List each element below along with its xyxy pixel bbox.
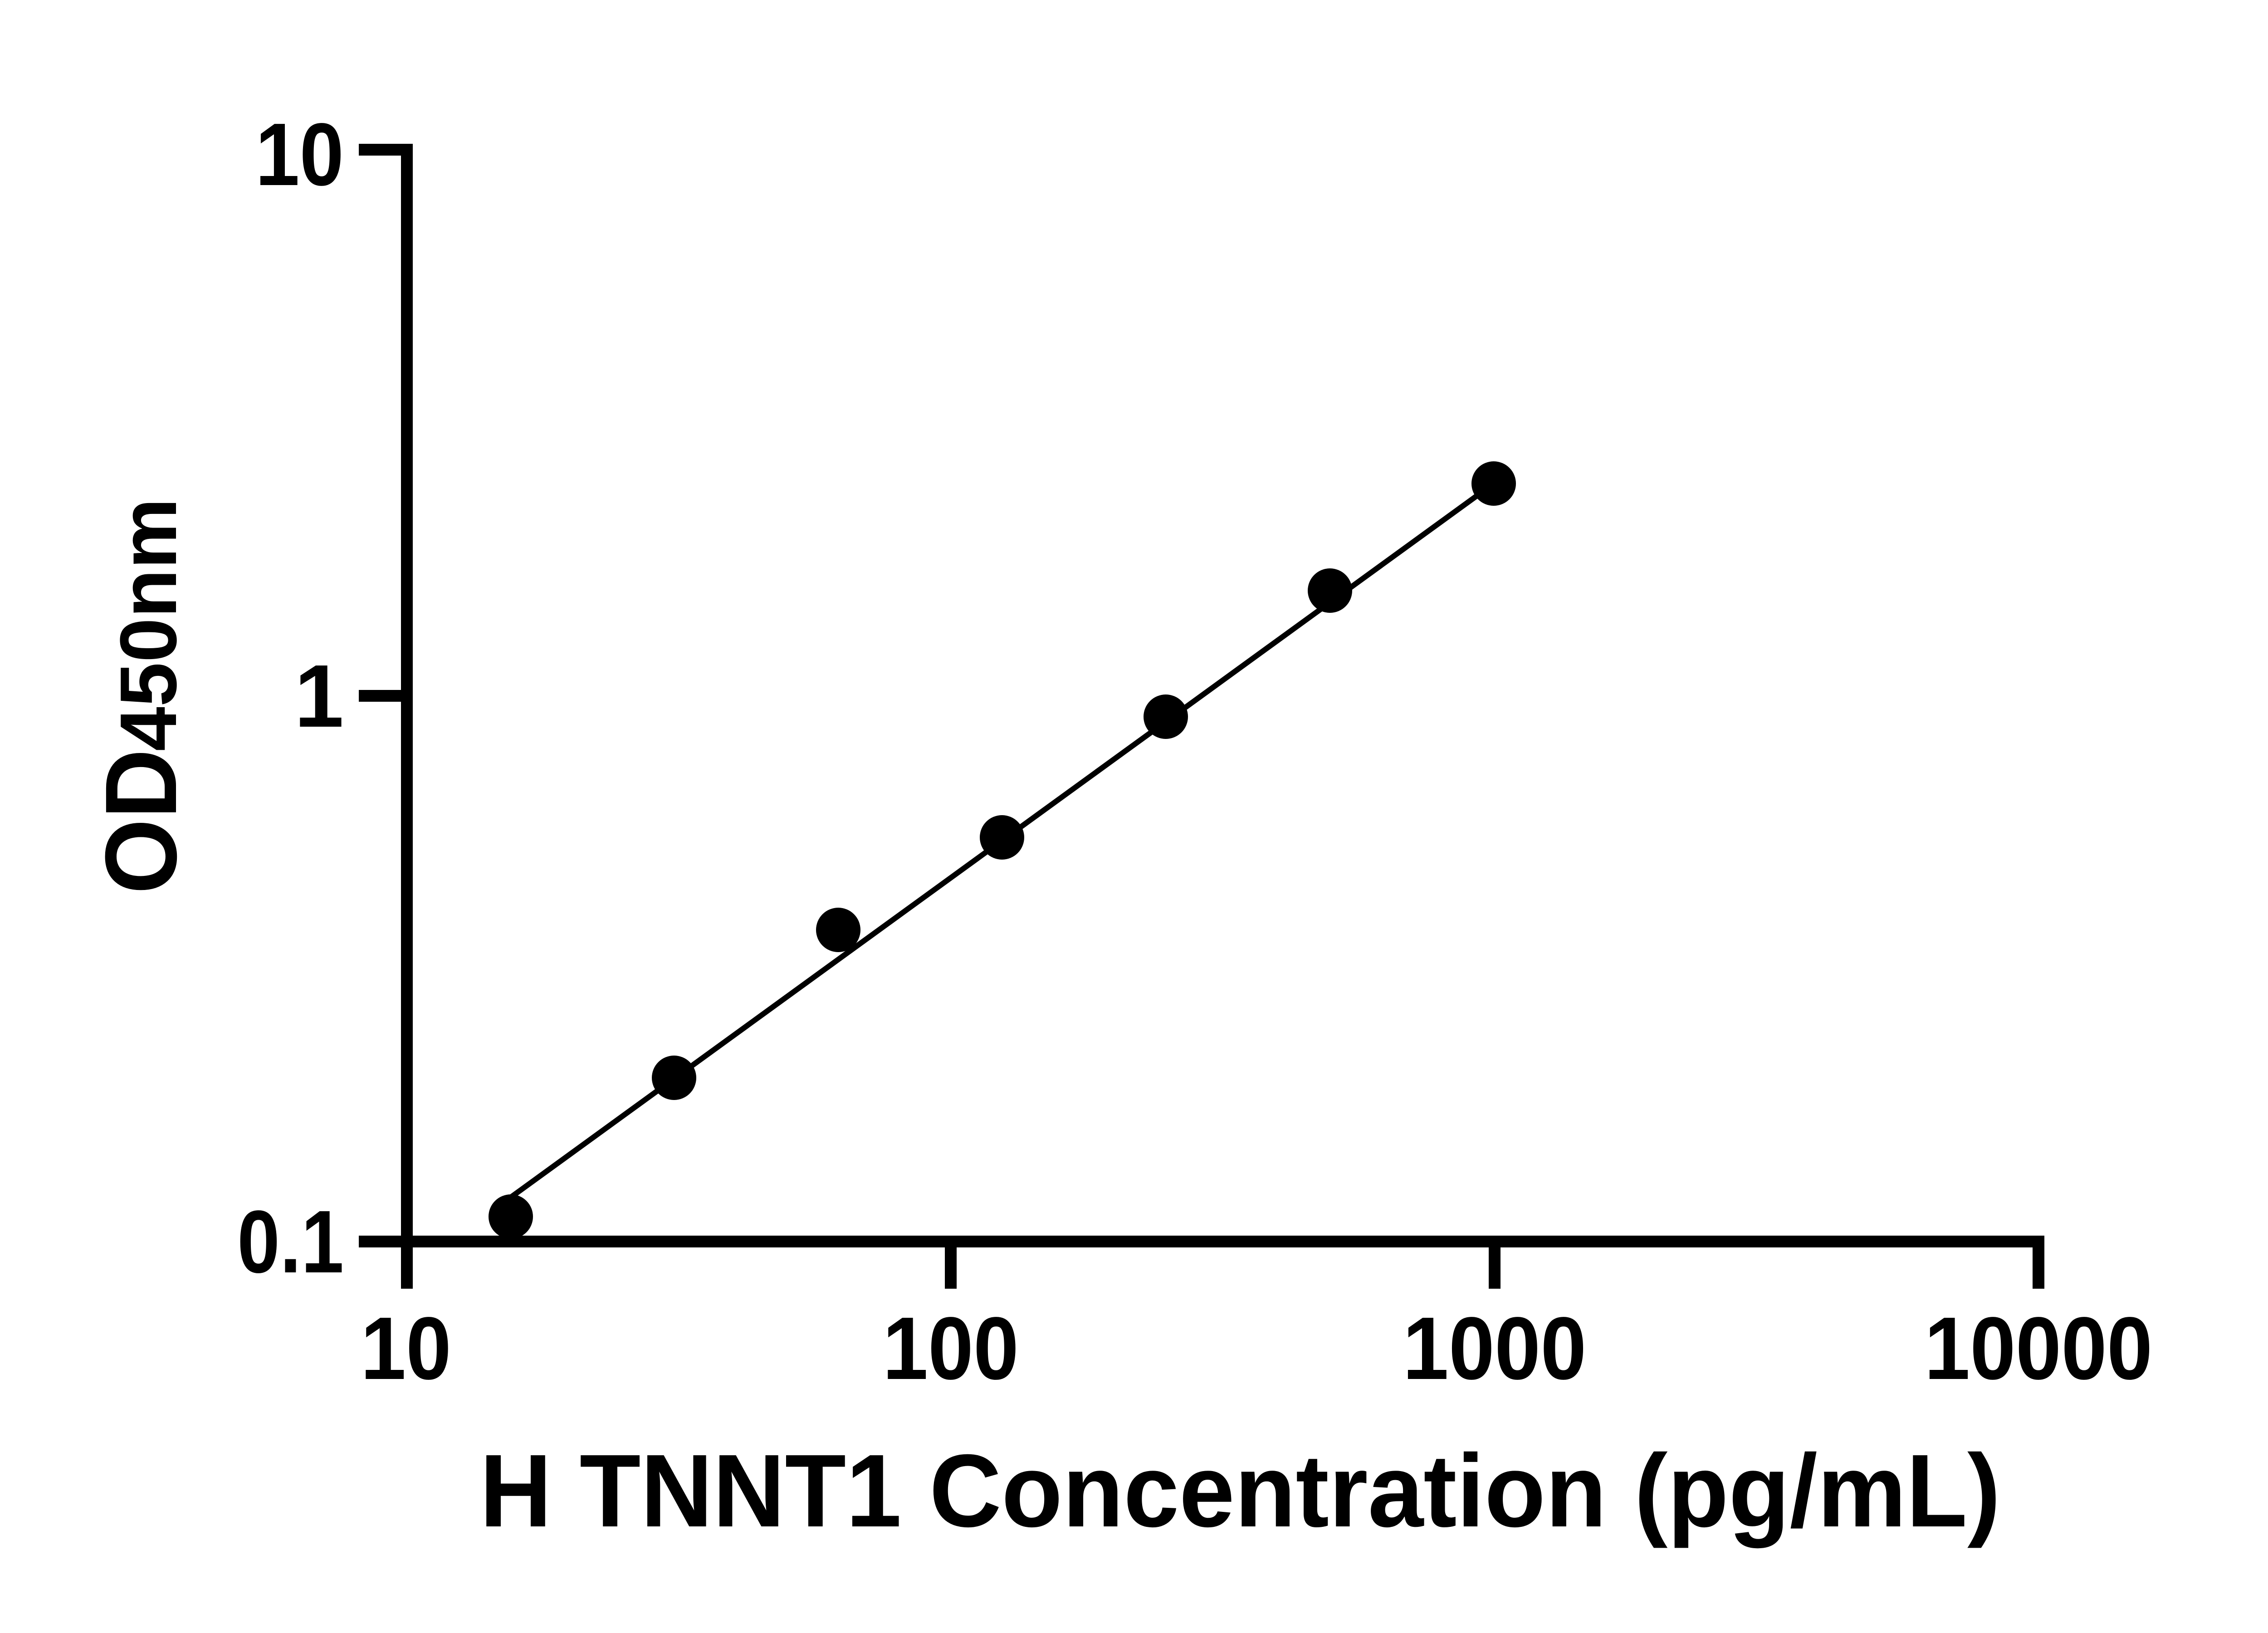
svg-text:100: 100 bbox=[883, 1299, 1019, 1398]
svg-text:H TNNT1 Concentration (pg/mL): H TNNT1 Concentration (pg/mL) bbox=[480, 1433, 2001, 1549]
svg-text:0.1: 0.1 bbox=[237, 1192, 344, 1291]
svg-text:10: 10 bbox=[361, 1299, 451, 1398]
svg-text:OD: OD bbox=[84, 749, 198, 894]
svg-text:1: 1 bbox=[294, 646, 344, 746]
svg-text:1000: 1000 bbox=[1403, 1299, 1587, 1398]
svg-text:10: 10 bbox=[255, 105, 344, 204]
svg-text:450nm: 450nm bbox=[103, 498, 193, 751]
svg-text:10000: 10000 bbox=[1925, 1299, 2153, 1398]
